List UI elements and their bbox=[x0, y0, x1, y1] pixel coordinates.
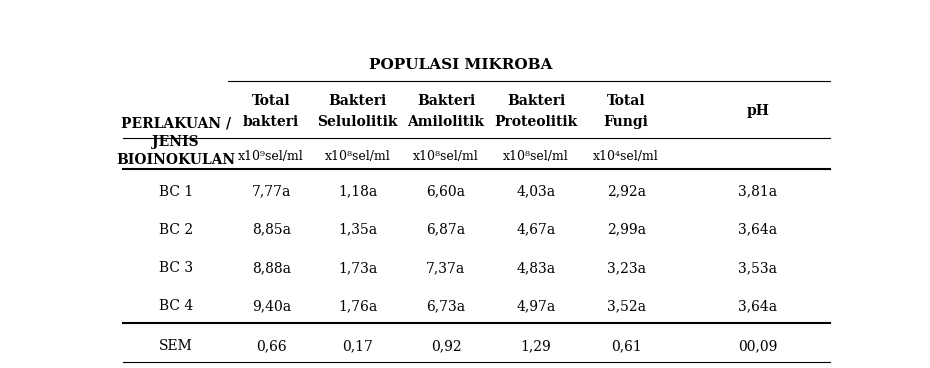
Text: 7,77a: 7,77a bbox=[251, 184, 291, 198]
Text: BC 2: BC 2 bbox=[159, 223, 193, 237]
Text: 1,76a: 1,76a bbox=[339, 299, 378, 313]
Text: PERLAKUAN /
JENIS
BIOINOKULAN: PERLAKUAN / JENIS BIOINOKULAN bbox=[116, 117, 235, 167]
Text: 8,85a: 8,85a bbox=[252, 223, 291, 237]
Text: 1,35a: 1,35a bbox=[339, 223, 378, 237]
Text: Proteolitik: Proteolitik bbox=[495, 115, 578, 129]
Text: 00,09: 00,09 bbox=[738, 339, 777, 353]
Text: Amilolitik: Amilolitik bbox=[407, 115, 485, 129]
Text: Bakteri: Bakteri bbox=[328, 94, 387, 108]
Text: 0,66: 0,66 bbox=[256, 339, 286, 353]
Text: BC 4: BC 4 bbox=[159, 299, 193, 313]
Text: BC 1: BC 1 bbox=[159, 184, 193, 198]
Text: 3,53a: 3,53a bbox=[738, 261, 777, 275]
Text: 4,03a: 4,03a bbox=[516, 184, 555, 198]
Text: 8,88a: 8,88a bbox=[252, 261, 291, 275]
Text: x10⁸sel/ml: x10⁸sel/ml bbox=[413, 149, 479, 163]
Text: 9,40a: 9,40a bbox=[252, 299, 291, 313]
Text: Fungi: Fungi bbox=[604, 115, 648, 129]
Text: 3,81a: 3,81a bbox=[738, 184, 777, 198]
Text: SEM: SEM bbox=[159, 339, 193, 353]
Text: 4,67a: 4,67a bbox=[516, 223, 556, 237]
Text: 2,99a: 2,99a bbox=[606, 223, 645, 237]
Text: x10⁸sel/ml: x10⁸sel/ml bbox=[325, 149, 391, 163]
Text: x10⁹sel/ml: x10⁹sel/ml bbox=[238, 149, 304, 163]
Text: 3,52a: 3,52a bbox=[606, 299, 645, 313]
Text: 2,92a: 2,92a bbox=[606, 184, 645, 198]
Text: POPULASI MIKROBA: POPULASI MIKROBA bbox=[368, 59, 552, 72]
Text: 7,37a: 7,37a bbox=[426, 261, 466, 275]
Text: bakteri: bakteri bbox=[243, 115, 299, 129]
Text: 3,64a: 3,64a bbox=[738, 299, 777, 313]
Text: Selulolitik: Selulolitik bbox=[317, 115, 398, 129]
Text: 3,23a: 3,23a bbox=[606, 261, 645, 275]
Text: 1,29: 1,29 bbox=[521, 339, 551, 353]
Text: 1,18a: 1,18a bbox=[339, 184, 378, 198]
Text: 6,73a: 6,73a bbox=[427, 299, 466, 313]
Text: 4,83a: 4,83a bbox=[516, 261, 555, 275]
Text: Bakteri: Bakteri bbox=[507, 94, 565, 108]
Text: Total: Total bbox=[607, 94, 645, 108]
Text: 6,87a: 6,87a bbox=[427, 223, 466, 237]
Text: x10⁸sel/ml: x10⁸sel/ml bbox=[503, 149, 569, 163]
Text: x10⁴sel/ml: x10⁴sel/ml bbox=[593, 149, 659, 163]
Text: 0,61: 0,61 bbox=[611, 339, 642, 353]
Text: 0,17: 0,17 bbox=[342, 339, 373, 353]
Text: 6,60a: 6,60a bbox=[427, 184, 466, 198]
Text: Bakteri: Bakteri bbox=[417, 94, 475, 108]
Text: 4,97a: 4,97a bbox=[516, 299, 556, 313]
Text: BC 3: BC 3 bbox=[159, 261, 193, 275]
Text: pH: pH bbox=[746, 105, 769, 118]
Text: Total: Total bbox=[252, 94, 290, 108]
Text: 3,64a: 3,64a bbox=[738, 223, 777, 237]
Text: 0,92: 0,92 bbox=[431, 339, 461, 353]
Text: 1,73a: 1,73a bbox=[339, 261, 378, 275]
